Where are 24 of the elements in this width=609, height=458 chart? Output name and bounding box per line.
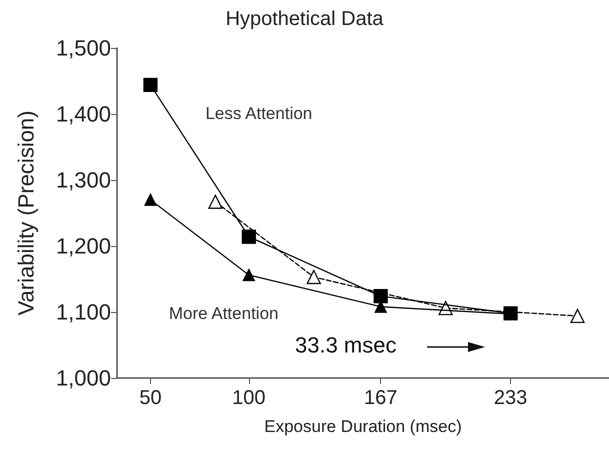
x-axis-title: Exposure Duration (msec) <box>264 417 462 436</box>
point <box>242 230 256 244</box>
point <box>144 194 157 206</box>
y-tick-label: 1,300 <box>56 168 111 192</box>
point <box>242 268 255 282</box>
x-tick-label: 100 <box>232 387 266 409</box>
series-label: Less Attention <box>205 104 312 123</box>
point <box>306 270 321 284</box>
point <box>143 78 158 92</box>
series-label: More Attention <box>168 304 278 324</box>
y-axis-title: Variability (Precision) <box>14 110 38 316</box>
annotation: 33.3 msec <box>295 332 396 358</box>
y-tick-label: 1,100 <box>56 300 111 324</box>
point <box>374 289 388 304</box>
chart-title: Hypothetical Data <box>226 8 384 30</box>
x-tick-label: 167 <box>364 387 398 409</box>
point <box>570 308 585 324</box>
x-tick-label: 50 <box>139 387 162 409</box>
x-tick-label: 233 <box>494 387 528 409</box>
y-tick-label: 1,500 <box>56 36 111 60</box>
y-tick-label: 1,400 <box>56 102 111 126</box>
point <box>208 194 222 209</box>
y-tick-label: 1,200 <box>56 234 111 258</box>
y-tick-label: 1,000 <box>56 366 111 390</box>
